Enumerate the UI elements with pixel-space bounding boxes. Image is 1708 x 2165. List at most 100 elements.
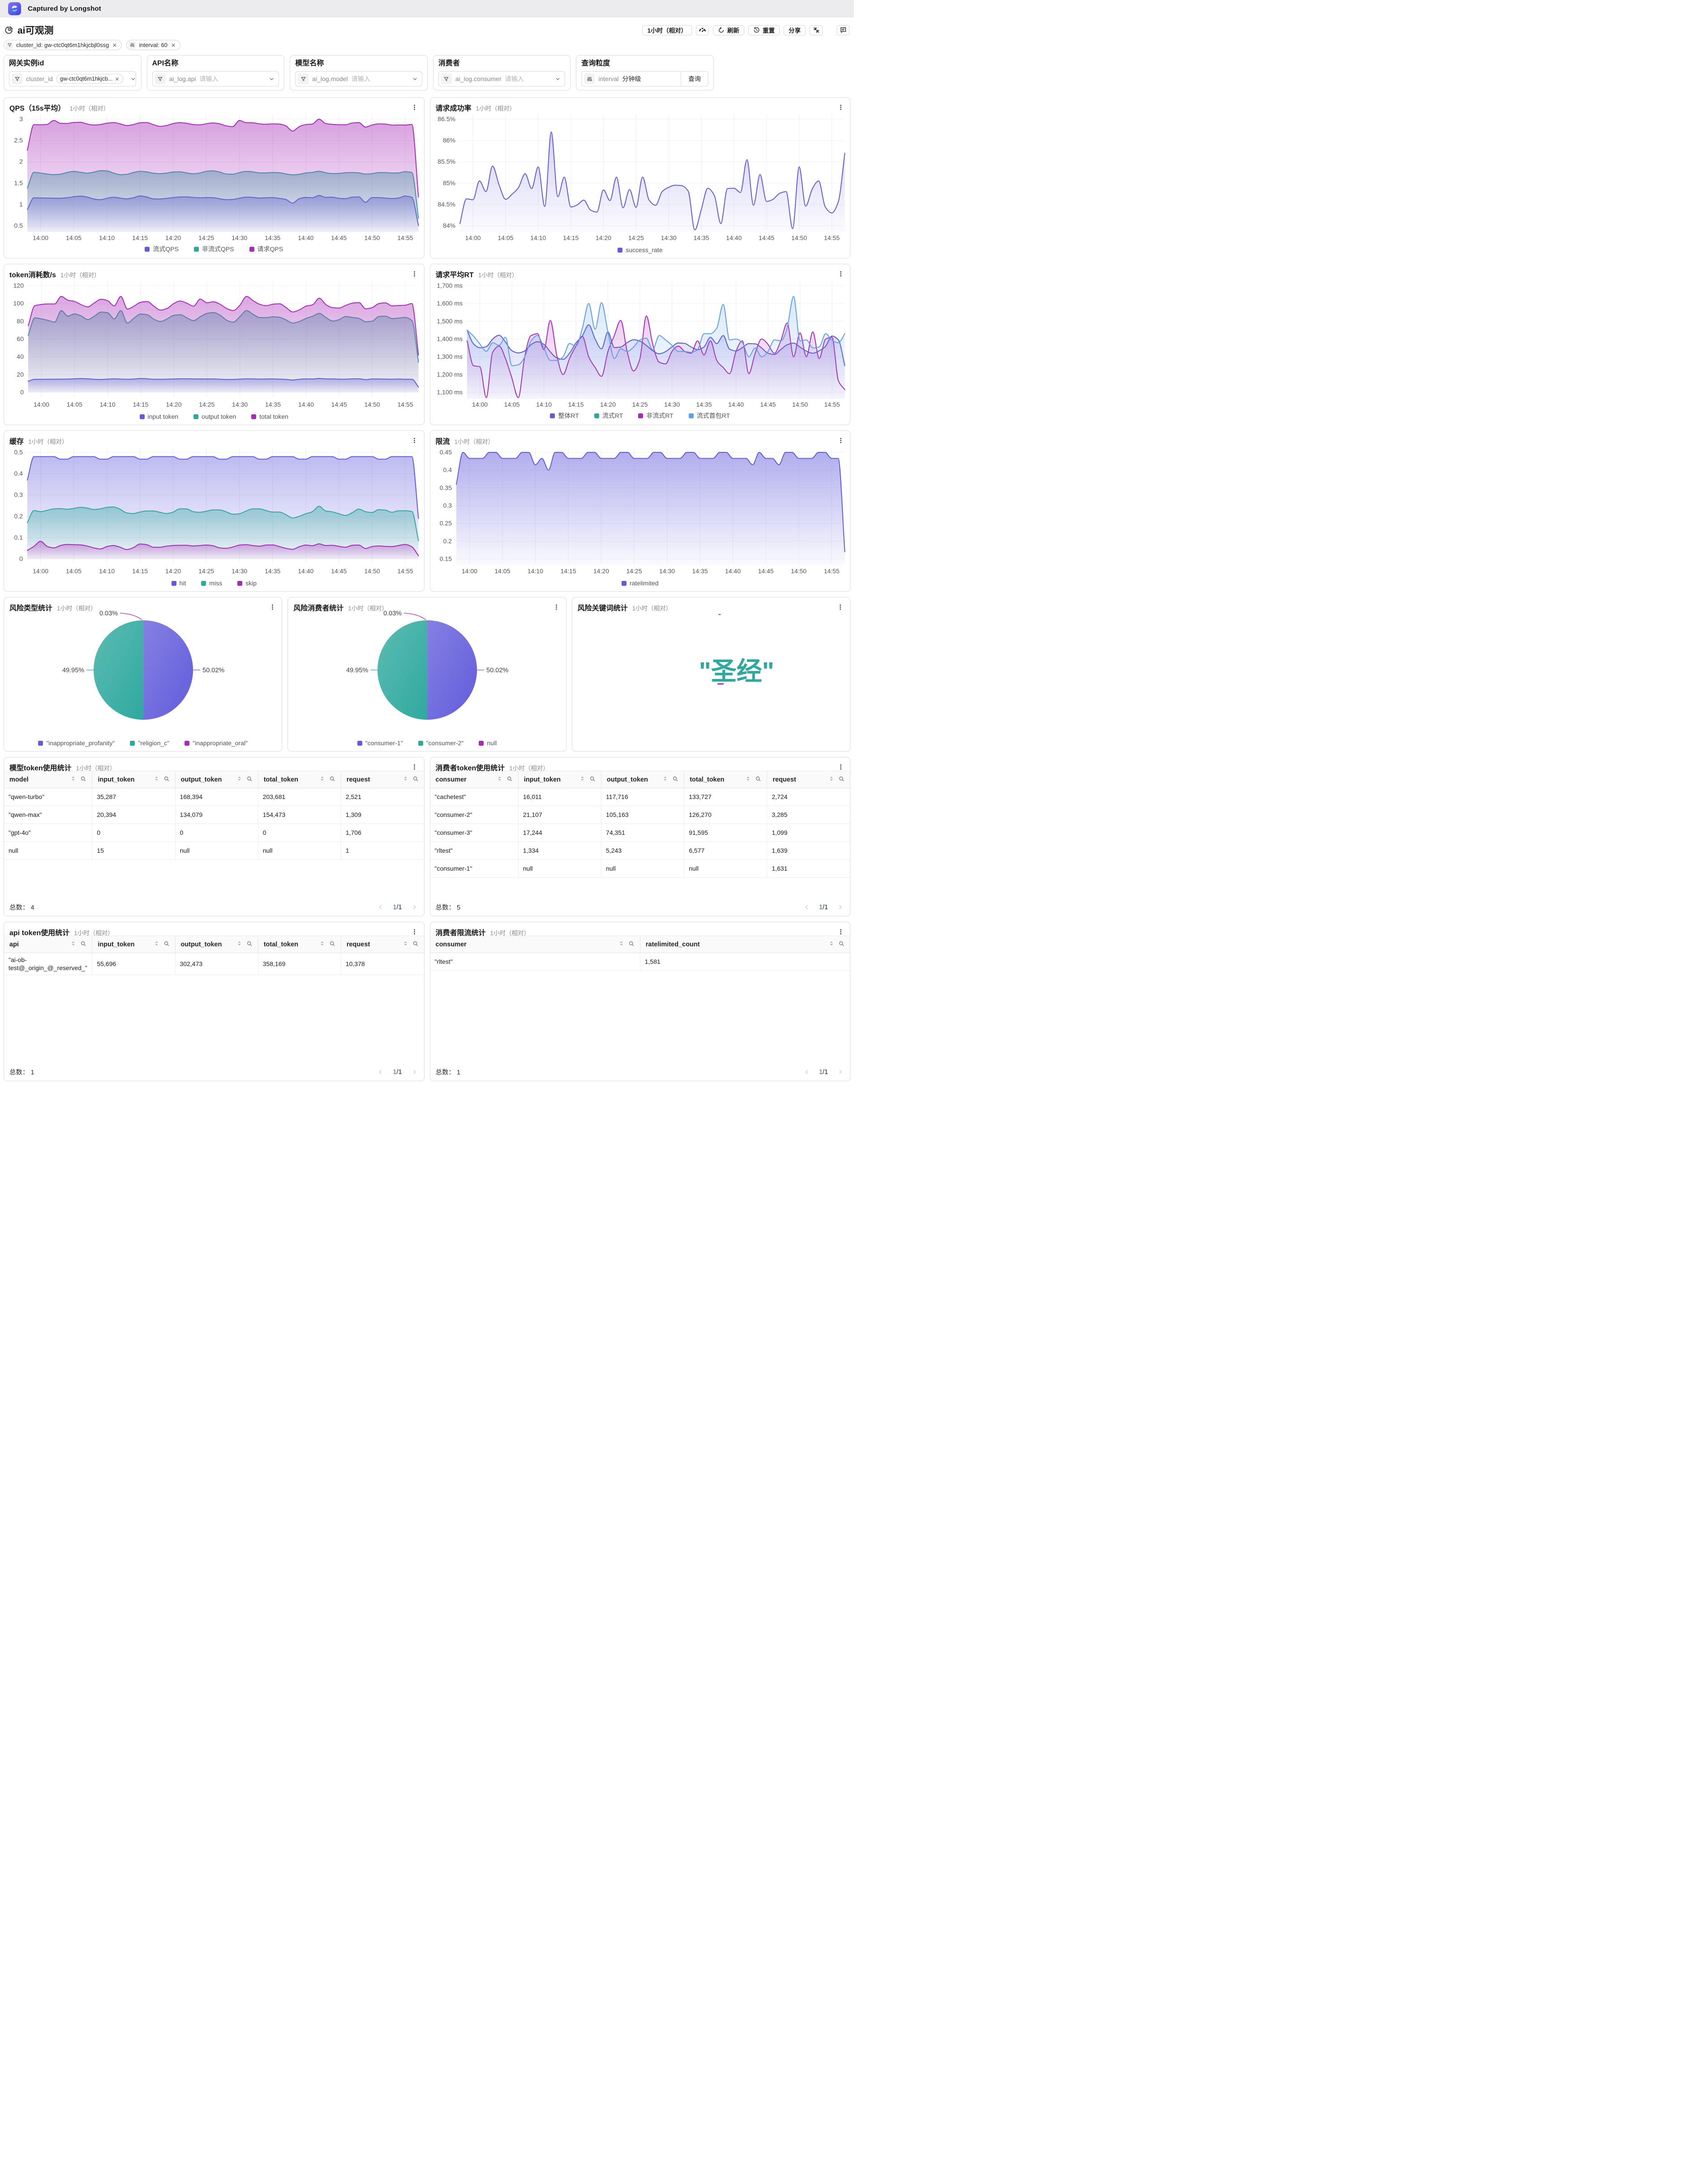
search-icon[interactable] xyxy=(412,941,419,949)
table-column-header[interactable]: consumer xyxy=(430,771,519,788)
legend-item[interactable]: skip xyxy=(237,580,257,587)
card-menu-button[interactable] xyxy=(836,102,845,112)
table-column-header[interactable]: input_token xyxy=(92,771,176,788)
card-menu-button[interactable] xyxy=(267,602,277,612)
search-icon[interactable] xyxy=(80,941,86,949)
legend-item[interactable]: "inappropriate_oral" xyxy=(185,739,248,747)
collapse-button[interactable] xyxy=(810,25,823,35)
search-icon[interactable] xyxy=(628,941,635,949)
sort-icon[interactable] xyxy=(403,941,408,948)
legend-item[interactable]: 非流式RT xyxy=(638,411,674,420)
page-next-button[interactable] xyxy=(411,904,418,911)
sort-icon[interactable] xyxy=(154,941,159,948)
card-menu-button[interactable] xyxy=(410,762,420,772)
sort-icon[interactable] xyxy=(828,941,834,948)
filter-select[interactable]: ai_log.model 请输入 xyxy=(295,71,422,86)
table-column-header[interactable]: input_token xyxy=(518,771,602,788)
legend-item[interactable]: ratelimited xyxy=(621,580,659,587)
page-next-button[interactable] xyxy=(411,1069,418,1075)
table-column-header[interactable]: request xyxy=(767,771,850,788)
sort-icon[interactable] xyxy=(236,776,242,783)
legend-item[interactable]: miss xyxy=(201,580,222,587)
search-icon[interactable] xyxy=(246,941,253,949)
filter-select[interactable]: ai_log.consumer 请输入 xyxy=(438,71,566,86)
filter-select[interactable]: cluster_id gw-ctc0qt6m1hkjcb... xyxy=(9,71,136,86)
legend-item[interactable]: "consumer-2" xyxy=(418,739,463,747)
page-next-button[interactable] xyxy=(837,1069,844,1075)
search-icon[interactable] xyxy=(329,941,335,949)
card-menu-button[interactable] xyxy=(410,927,420,936)
chip-close-icon[interactable] xyxy=(115,77,120,82)
gauge-button[interactable] xyxy=(696,25,709,35)
refresh-button[interactable]: 刷新 xyxy=(713,25,744,35)
search-icon[interactable] xyxy=(838,776,845,784)
sort-icon[interactable] xyxy=(319,941,325,948)
table-column-header[interactable]: total_token xyxy=(258,936,341,953)
legend-item[interactable]: 非流式QPS xyxy=(193,245,234,253)
sort-icon[interactable] xyxy=(319,776,325,783)
page-prev-button[interactable] xyxy=(377,1069,384,1075)
table-column-header[interactable]: total_token xyxy=(258,771,341,788)
search-icon[interactable] xyxy=(755,776,761,784)
table-column-header[interactable]: output_token xyxy=(175,771,258,788)
share-button[interactable]: 分享 xyxy=(784,25,806,35)
search-icon[interactable] xyxy=(80,776,86,784)
sort-icon[interactable] xyxy=(497,776,502,783)
legend-item[interactable]: "inappropriate_profanity" xyxy=(38,739,115,747)
table-column-header[interactable]: input_token xyxy=(92,936,176,953)
filter-value-chip[interactable]: gw-ctc0qt6m1hkjcb... xyxy=(56,74,124,84)
page-prev-button[interactable] xyxy=(803,1069,810,1075)
legend-item[interactable]: total token xyxy=(251,413,288,420)
card-menu-button[interactable] xyxy=(836,435,845,445)
wordcloud-word[interactable]: "圣经" xyxy=(699,657,774,686)
sort-icon[interactable] xyxy=(70,776,76,783)
reset-button[interactable]: 重置 xyxy=(748,25,780,35)
chip-close-icon[interactable] xyxy=(112,43,117,48)
legend-item[interactable]: 整体RT xyxy=(550,411,579,420)
query-button[interactable]: 查询 xyxy=(680,71,708,86)
card-menu-button[interactable] xyxy=(410,269,420,279)
legend-item[interactable]: 流式RT xyxy=(594,411,623,420)
sort-icon[interactable] xyxy=(618,941,624,948)
card-menu-button[interactable] xyxy=(836,762,845,772)
legend-item[interactable]: input token xyxy=(139,413,178,420)
search-icon[interactable] xyxy=(589,776,596,784)
search-icon[interactable] xyxy=(246,776,253,784)
filter-chip[interactable]: interval: 60 xyxy=(126,40,180,50)
sort-icon[interactable] xyxy=(154,776,159,783)
time-range-button[interactable]: 1小时（相对） xyxy=(642,25,692,35)
filter-chip[interactable]: cluster_id: gw-ctc0qt6m1hkjcbjl0ssg xyxy=(4,40,122,50)
legend-item[interactable]: 请求QPS xyxy=(249,245,283,253)
sort-icon[interactable] xyxy=(403,776,408,783)
card-menu-button[interactable] xyxy=(410,435,420,445)
table-column-header[interactable]: output_token xyxy=(601,771,685,788)
sort-icon[interactable] xyxy=(579,776,585,783)
chip-close-icon[interactable] xyxy=(171,43,176,48)
sort-icon[interactable] xyxy=(745,776,751,783)
table-column-header[interactable]: api xyxy=(4,936,93,953)
page-prev-button[interactable] xyxy=(803,904,810,911)
table-column-header[interactable]: total_token xyxy=(684,771,768,788)
page-prev-button[interactable] xyxy=(377,904,384,911)
table-column-header[interactable]: request xyxy=(341,936,424,953)
search-icon[interactable] xyxy=(163,776,170,784)
legend-item[interactable]: 流式QPS xyxy=(145,245,179,253)
legend-item[interactable]: null xyxy=(479,739,497,747)
card-menu-button[interactable] xyxy=(552,602,562,612)
card-menu-button[interactable] xyxy=(836,602,845,612)
filter-select[interactable]: interval 分钟级 xyxy=(581,71,681,86)
sort-icon[interactable] xyxy=(662,776,668,783)
search-icon[interactable] xyxy=(329,776,335,784)
search-icon[interactable] xyxy=(412,776,419,784)
card-menu-button[interactable] xyxy=(410,102,420,112)
card-menu-button[interactable] xyxy=(836,269,845,279)
search-icon[interactable] xyxy=(163,941,170,949)
card-menu-button[interactable] xyxy=(836,927,845,936)
sort-icon[interactable] xyxy=(70,941,76,948)
table-column-header[interactable]: model xyxy=(4,771,93,788)
table-column-header[interactable]: request xyxy=(341,771,424,788)
legend-item[interactable]: "religion_c" xyxy=(130,739,169,747)
comment-button[interactable] xyxy=(837,25,850,35)
search-icon[interactable] xyxy=(672,776,678,784)
legend-item[interactable]: output token xyxy=(193,413,236,420)
